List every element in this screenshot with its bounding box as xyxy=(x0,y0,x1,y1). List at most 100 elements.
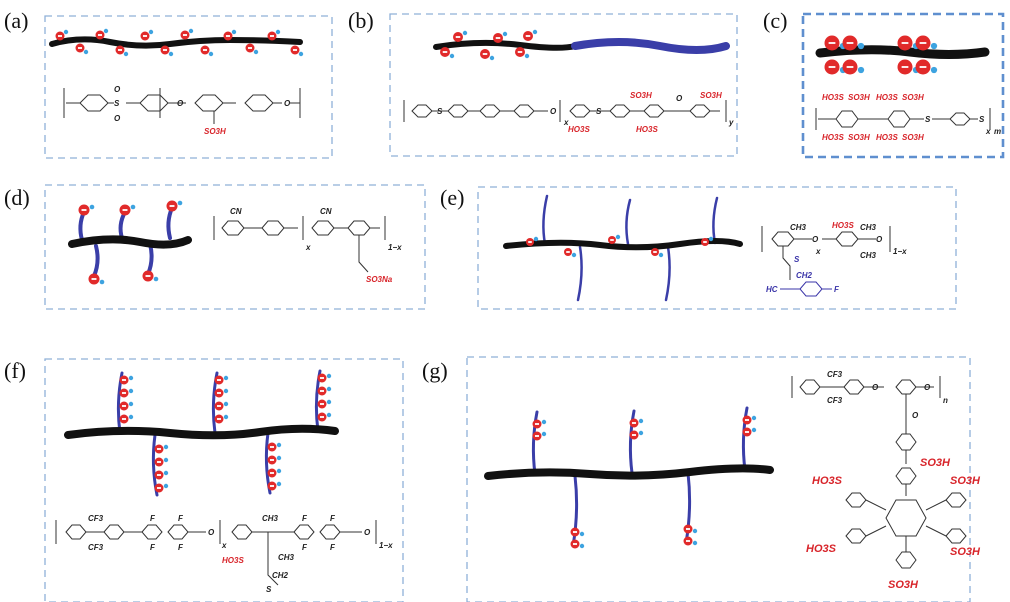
proton-icon xyxy=(223,401,229,407)
f-ho3s: HO3S xyxy=(222,556,244,565)
panel-a: (a) S O O O O SO3H xyxy=(4,8,333,159)
panel-g-side-chains xyxy=(531,406,749,548)
panel-g-box xyxy=(466,356,971,602)
minus-sign-icon xyxy=(216,418,222,420)
panel-e-structure: CH3 CH3 CH3 HO3S O O x 1−x S CH2 HC F xyxy=(761,221,907,297)
e-subscript-1-x: 1−x xyxy=(893,247,907,256)
minus-sign-icon xyxy=(216,405,222,407)
proton-icon xyxy=(751,415,757,421)
minus-sign-icon xyxy=(919,66,927,68)
panel-a-label: (a) xyxy=(4,8,28,33)
g-so3h-4: SO3H xyxy=(888,579,919,591)
panel-b: (b) S S O O x y SO3H SO3H HO3S HO3S xyxy=(348,8,738,157)
minus-sign-icon xyxy=(269,446,275,448)
proton-icon xyxy=(163,470,169,476)
side-chain-line xyxy=(571,474,579,548)
proton-icon xyxy=(502,31,508,37)
minus-sign-icon xyxy=(653,251,657,253)
panel-c-backbone xyxy=(815,45,990,59)
proton-icon xyxy=(163,457,169,463)
proton-icon xyxy=(253,49,259,55)
g-cf3-2: CF3 xyxy=(827,396,843,405)
f-sulfur: S xyxy=(266,585,272,594)
proton-icon xyxy=(638,418,644,424)
proton-icon xyxy=(99,279,105,285)
side-chain-line xyxy=(628,409,636,475)
proton-icon xyxy=(524,53,530,59)
minus-sign-icon xyxy=(703,241,707,243)
panel-c: (c) HO3S SO3H HO3S SO3H HO3S SO3H HO3S S… xyxy=(763,8,1005,159)
b-so3h-2: SO3H xyxy=(700,91,722,100)
minus-sign-icon xyxy=(572,531,578,533)
proton-icon xyxy=(276,468,282,474)
c-subscript-m: m xyxy=(994,127,1001,136)
minus-sign-icon xyxy=(269,459,275,461)
panel-e: (e) CH3 CH3 CH3 HO3S O O x 1−x S CH2 HC … xyxy=(440,185,957,310)
minus-sign-icon xyxy=(247,47,253,49)
c-so3h-3: SO3H xyxy=(848,133,870,142)
side-chain-line xyxy=(664,245,671,302)
proton-icon xyxy=(128,414,134,420)
panel-g-acid-groups xyxy=(532,415,757,549)
side-chain-line xyxy=(625,198,632,246)
proton-icon xyxy=(163,444,169,450)
proton-icon xyxy=(930,42,938,50)
minus-sign-icon xyxy=(202,49,208,51)
b-so3h-1: SO3H xyxy=(630,91,652,100)
e-hc: HC xyxy=(766,285,778,294)
proton-icon xyxy=(462,30,468,36)
f-ch3-2: CH3 xyxy=(278,553,295,562)
e-ho3s: HO3S xyxy=(832,221,854,230)
proton-icon xyxy=(533,236,539,242)
proton-icon xyxy=(89,204,95,210)
panel-d: (d) CN CN x 1−x SO3Na xyxy=(4,184,426,310)
minus-sign-icon xyxy=(517,51,523,53)
proton-icon xyxy=(692,528,698,534)
proton-icon xyxy=(148,29,154,35)
f-cf3-1: CF3 xyxy=(88,514,104,523)
minus-sign-icon xyxy=(828,42,836,44)
proton-icon xyxy=(692,540,698,546)
minus-sign-icon xyxy=(528,241,532,243)
minus-sign-icon xyxy=(216,392,222,394)
f-subscript-x: x xyxy=(221,541,227,550)
panel-c-structure: HO3S SO3H HO3S SO3H HO3S SO3H HO3S SO3H … xyxy=(815,93,1001,142)
e-fluorine: F xyxy=(834,285,840,294)
c-so3h-2: SO3H xyxy=(902,93,924,102)
minus-sign-icon xyxy=(482,53,488,55)
minus-sign-icon xyxy=(919,42,927,44)
g-subscript-n: n xyxy=(943,396,948,405)
minus-sign-icon xyxy=(572,543,578,545)
c-subscript-x: x xyxy=(985,127,991,136)
proton-icon xyxy=(579,543,585,549)
proton-icon xyxy=(541,431,547,437)
proton-icon xyxy=(275,29,281,35)
side-chain-line xyxy=(542,194,549,246)
a-sulfonic-acid: SO3H xyxy=(204,127,226,136)
f-f-8: F xyxy=(330,543,336,552)
g-so3h-3: SO3H xyxy=(950,546,981,558)
f-f-7: F xyxy=(302,543,308,552)
panel-f-acid-groups xyxy=(119,373,332,493)
f-subscript-1-x: 1−x xyxy=(379,541,393,550)
b-ho3s-1: HO3S xyxy=(568,125,590,134)
minus-sign-icon xyxy=(57,35,63,37)
side-chain-line xyxy=(166,206,174,240)
minus-sign-icon xyxy=(846,66,854,68)
d-subscript-x: x xyxy=(305,243,311,252)
minus-sign-icon xyxy=(319,403,325,405)
proton-icon xyxy=(708,236,714,242)
e-subscript-x: x xyxy=(815,247,821,256)
b-subscript-x: x xyxy=(563,118,569,127)
proton-icon xyxy=(188,28,194,34)
minus-sign-icon xyxy=(566,251,570,253)
proton-icon xyxy=(63,29,69,35)
minus-sign-icon xyxy=(156,461,162,463)
a-ether-o2: O xyxy=(284,99,291,108)
panel-b-hydrophobic-block xyxy=(571,38,730,54)
proton-icon xyxy=(857,42,865,50)
e-ch3-1: CH3 xyxy=(790,223,807,232)
proton-icon xyxy=(128,388,134,394)
side-chain-line xyxy=(684,471,692,545)
e-ether-o2: O xyxy=(876,235,883,244)
